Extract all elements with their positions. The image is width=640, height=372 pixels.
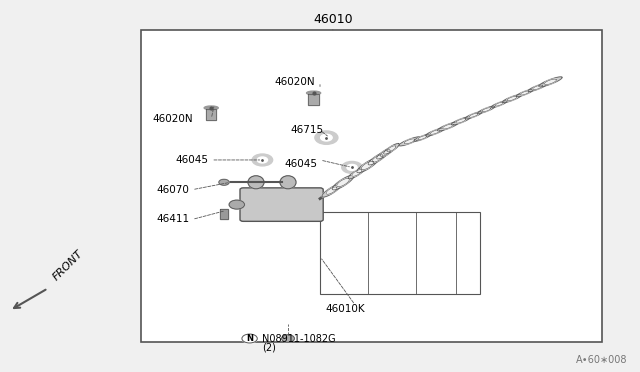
Circle shape (257, 157, 268, 163)
Polygon shape (399, 137, 420, 146)
Polygon shape (337, 179, 349, 187)
Text: N08911-1082G: N08911-1082G (262, 334, 336, 343)
Polygon shape (502, 94, 522, 103)
Polygon shape (418, 136, 427, 140)
Text: 46045: 46045 (175, 155, 209, 165)
Text: A∙60∗008: A∙60∗008 (576, 355, 627, 365)
Polygon shape (372, 155, 383, 162)
Polygon shape (348, 167, 365, 179)
Polygon shape (516, 89, 533, 97)
Polygon shape (495, 102, 503, 106)
Ellipse shape (307, 91, 321, 95)
Bar (206, 109, 216, 120)
Polygon shape (437, 122, 459, 131)
Text: 46715: 46715 (291, 125, 324, 135)
Polygon shape (326, 187, 337, 194)
Polygon shape (539, 77, 562, 87)
Circle shape (342, 161, 362, 173)
Polygon shape (456, 119, 466, 123)
Text: 46045: 46045 (284, 159, 317, 169)
Circle shape (315, 131, 338, 144)
Polygon shape (465, 112, 482, 119)
Polygon shape (404, 139, 415, 144)
Polygon shape (545, 79, 556, 84)
Text: 46070: 46070 (156, 185, 189, 195)
Circle shape (229, 200, 244, 209)
Polygon shape (368, 152, 387, 165)
Text: 46020N: 46020N (152, 114, 193, 124)
Polygon shape (414, 134, 431, 141)
Polygon shape (520, 91, 529, 95)
Text: N: N (246, 334, 253, 343)
Bar (320, 212, 480, 294)
Text: 46010: 46010 (313, 13, 353, 26)
Polygon shape (532, 85, 543, 90)
Polygon shape (332, 175, 354, 190)
Bar (141, 30, 602, 342)
Text: 46411: 46411 (156, 215, 189, 224)
Text: 46020N: 46020N (274, 77, 315, 87)
Ellipse shape (204, 106, 218, 110)
Ellipse shape (248, 176, 264, 189)
Polygon shape (426, 128, 445, 136)
Circle shape (219, 179, 229, 185)
Polygon shape (322, 184, 341, 197)
Polygon shape (377, 147, 394, 159)
Polygon shape (442, 124, 453, 129)
Polygon shape (482, 108, 491, 112)
Circle shape (252, 154, 273, 166)
Polygon shape (383, 144, 399, 154)
Polygon shape (387, 146, 396, 152)
Polygon shape (528, 83, 547, 92)
Circle shape (242, 334, 257, 343)
Polygon shape (352, 170, 362, 176)
Circle shape (282, 335, 294, 342)
Text: (2): (2) (262, 343, 276, 353)
Circle shape (347, 164, 357, 170)
Ellipse shape (280, 176, 296, 189)
Bar (220, 209, 228, 219)
Polygon shape (507, 96, 517, 101)
Bar (308, 94, 319, 105)
Polygon shape (430, 130, 440, 134)
FancyBboxPatch shape (240, 188, 323, 221)
Text: 46010K: 46010K (326, 304, 365, 314)
Polygon shape (357, 158, 378, 173)
Polygon shape (380, 150, 390, 156)
Polygon shape (362, 161, 374, 170)
Polygon shape (451, 117, 470, 125)
Polygon shape (478, 106, 495, 113)
Polygon shape (492, 101, 507, 108)
Text: FRONT: FRONT (51, 249, 85, 283)
Circle shape (321, 134, 332, 141)
Polygon shape (469, 113, 478, 117)
